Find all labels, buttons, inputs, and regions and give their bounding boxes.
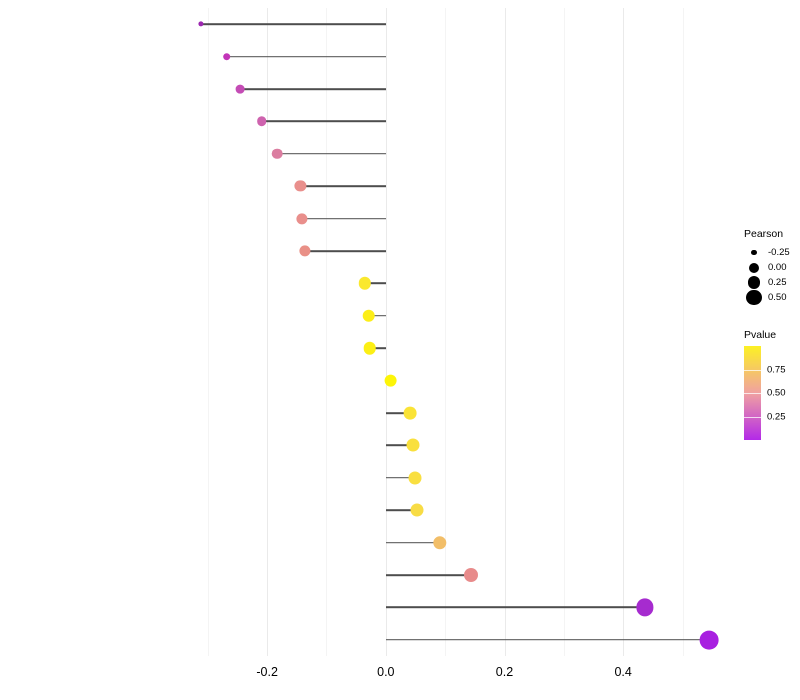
x-axis-tick-label: -0.2 <box>256 665 278 679</box>
lollipop-stem <box>368 315 386 317</box>
colorbar-tick <box>744 416 761 418</box>
pvalue-legend-title: Pvalue <box>744 329 777 341</box>
lollipop-point[interactable] <box>463 568 478 582</box>
lollipop-stem <box>385 541 440 544</box>
gridline-minor <box>207 8 209 656</box>
lollipop-stem <box>385 412 411 414</box>
x-axis-tick-label: 0.0 <box>377 665 395 679</box>
colorbar-tick-label: 0.75 <box>767 364 786 375</box>
pvalue-colorbar-wrap: 0.75 0.50 0.25 <box>744 346 800 440</box>
pvalue-colorbar <box>744 346 761 440</box>
lollipop-stem <box>302 217 386 220</box>
lollipop-point[interactable] <box>636 598 654 616</box>
lollipop-point[interactable] <box>358 277 372 290</box>
lollipop-point[interactable] <box>271 148 283 160</box>
lollipop-stem <box>369 347 386 349</box>
pearson-legend-key: 0.25 <box>744 275 800 290</box>
legend-dot-icon <box>744 289 764 306</box>
gridline-minor <box>326 8 328 656</box>
pearson-legend-title: Pearson <box>744 228 784 240</box>
legend-dot-icon <box>744 262 764 273</box>
colorbar-tick <box>744 369 761 371</box>
legend-dot-icon <box>744 249 764 256</box>
lollipop-stem <box>226 55 386 58</box>
gridline-major <box>623 8 625 656</box>
lollipop-stem <box>277 153 386 155</box>
lollipop-point[interactable] <box>406 438 420 452</box>
gridline-minor <box>682 8 684 656</box>
pearson-legend-key-label: 0.25 <box>768 277 787 288</box>
lollipop-point[interactable] <box>433 535 447 550</box>
lollipop-point[interactable] <box>235 84 245 94</box>
pearson-legend-keys: -0.25 0.00 0.25 0.50 <box>744 245 800 306</box>
pearson-legend-key-label: 0.50 <box>768 292 787 303</box>
lollipop-stem <box>385 639 710 641</box>
lollipop-stem <box>365 282 386 285</box>
lollipop-point[interactable] <box>403 406 417 420</box>
colorbar-tick-label: 0.50 <box>767 387 786 399</box>
pearson-legend-key-label: 0.00 <box>768 262 787 273</box>
pvalue-color-legend: Pvalue 0.75 0.50 0.25 <box>744 329 800 440</box>
lollipop-point[interactable] <box>384 374 397 387</box>
lollipop-stem <box>305 250 386 252</box>
x-axis-tick-label: 0.4 <box>614 665 632 679</box>
lollipop-stem <box>385 509 417 511</box>
gridline-minor <box>445 8 447 656</box>
lollipop-stem <box>385 606 646 609</box>
legend-dot-icon <box>744 276 764 289</box>
lollipop-point[interactable] <box>198 21 204 27</box>
legend-container: Pearson -0.25 0.00 0.25 0.50 Pvalue 0.75 0.5… <box>744 228 800 440</box>
gridline-major <box>267 8 269 656</box>
plot-panel: Dendritic cells activatedMast cells acti… <box>190 8 730 656</box>
lollipop-stem <box>201 23 386 25</box>
lollipop-point[interactable] <box>296 213 308 225</box>
lollipop-stem <box>300 185 386 187</box>
gridline-major <box>385 8 387 656</box>
lollipop-stem <box>239 88 386 90</box>
colorbar-tick-label: 0.25 <box>767 411 786 422</box>
pearson-legend-key: 0.00 <box>744 260 800 275</box>
lollipop-point[interactable] <box>410 503 424 517</box>
lollipop-point[interactable] <box>362 309 375 323</box>
lollipop-point[interactable] <box>408 471 422 485</box>
gridline-minor <box>563 8 565 656</box>
lollipop-stem <box>385 477 415 479</box>
pearson-legend-key-label: -0.25 <box>768 247 790 258</box>
pearson-legend-key: -0.25 <box>744 245 800 260</box>
colorbar-tick <box>744 393 761 394</box>
pearson-legend-key: 0.50 <box>744 289 800 306</box>
lollipop-point[interactable] <box>294 180 306 192</box>
gridline-major <box>504 8 506 656</box>
lollipop-stem <box>385 444 413 447</box>
x-axis: -0.2 0.0 0.2 0.4 <box>190 656 730 686</box>
x-axis-tick-label: 0.2 <box>495 665 514 679</box>
lollipop-stem <box>261 120 386 123</box>
lollipop-stem <box>385 574 471 576</box>
lollipop-point[interactable] <box>299 245 311 257</box>
lollipop-point[interactable] <box>257 116 267 127</box>
lollipop-point[interactable] <box>363 341 377 355</box>
lollipop-point[interactable] <box>699 630 719 650</box>
pearson-size-legend: Pearson -0.25 0.00 0.25 0.50 <box>744 228 800 306</box>
lollipop-point[interactable] <box>222 52 231 61</box>
